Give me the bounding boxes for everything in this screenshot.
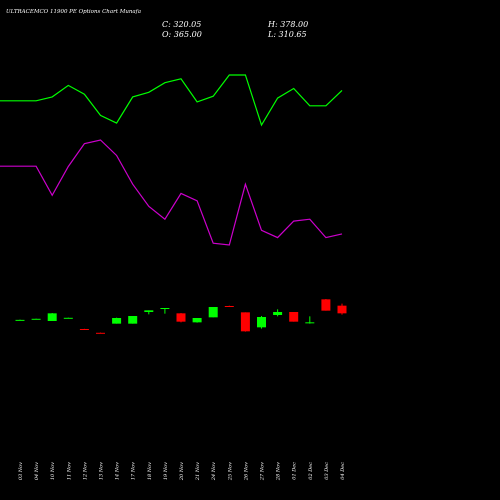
candle-17-nov (128, 316, 138, 324)
candle-11-nov (63, 317, 73, 319)
open-value: O: 365.00 (162, 30, 202, 39)
x-tick-label: 12 Nov (82, 462, 88, 480)
x-tick-label: 04 Dec (340, 462, 346, 480)
x-tick-label: 21 Nov (195, 462, 201, 481)
candle-20-nov (176, 313, 186, 323)
candle-10-nov (47, 313, 57, 321)
x-tick-label: 02 Dec (308, 462, 314, 480)
x-tick-label: 13 Nov (99, 462, 105, 480)
x-tick-label: 10 Nov (50, 462, 56, 480)
candle-body (176, 313, 186, 322)
indicator-line-2 (0, 139, 343, 246)
candle-19-nov (160, 308, 170, 314)
candle-body (112, 318, 122, 324)
candle-body (47, 313, 57, 321)
x-tick-label: 28 Nov (276, 462, 282, 481)
x-tick-label: 17 Nov (131, 462, 137, 480)
candle-02-dec (305, 316, 315, 324)
candle-01-dec (289, 312, 299, 322)
candle-28-nov (273, 309, 283, 317)
candle-body (289, 312, 299, 322)
x-tick-label: 27 Nov (260, 462, 266, 481)
candle-body (273, 312, 283, 315)
candle-13-nov (96, 332, 105, 334)
x-tick-label: 04 Nov (34, 462, 40, 480)
x-tick-label: 14 Nov (115, 462, 121, 480)
candle-body (96, 332, 105, 334)
indicator-layer (0, 74, 343, 246)
candle-03-dec (321, 299, 331, 311)
chart-title: ULTRACEMCO 11900 PE Options Chart Munafa (6, 9, 141, 15)
candle-body (192, 318, 202, 323)
x-tick-label: 11 Nov (66, 462, 72, 480)
candle-body (63, 317, 73, 319)
candle-25-nov (224, 305, 234, 307)
candle-26-nov (240, 312, 250, 332)
candle-04-dec (337, 303, 347, 315)
candle-body (305, 322, 315, 324)
candle-body (208, 307, 218, 318)
x-tick-label: 20 Nov (179, 462, 185, 481)
x-axis-labels: 03 Nov 04 Nov 10 Nov 11 Nov 12 Nov 13 Nov 14 N… (18, 462, 346, 481)
x-tick-label: 24 Nov (211, 462, 217, 481)
x-tick-label: 03 Nov (18, 462, 24, 480)
low-value: L: 310.65 (268, 30, 307, 39)
x-tick-label: 01 Dec (292, 462, 298, 480)
candle-03-nov (15, 319, 25, 321)
x-tick-label: 03 Dec (324, 462, 330, 480)
candle-21-nov (192, 318, 202, 323)
x-tick-label: 26 Nov (243, 462, 249, 481)
candle-18-nov (144, 310, 154, 315)
candle-body (240, 312, 250, 332)
candle-27-nov (257, 316, 266, 329)
close-value: C: 320.05 (162, 20, 202, 29)
x-tick-label: 19 Nov (163, 462, 169, 480)
candle-body (144, 310, 154, 312)
candles-layer (15, 299, 347, 334)
candle-14-nov (112, 317, 122, 324)
candle-24-nov (208, 307, 218, 318)
candle-body (31, 318, 41, 320)
candle-body (128, 316, 138, 324)
candle-body (224, 306, 234, 307)
candle-body (79, 329, 89, 330)
candle-body (15, 319, 25, 321)
candle-04-nov (31, 318, 41, 320)
candle-body (257, 317, 266, 328)
indicator-line-1 (0, 74, 343, 127)
x-tick-label: 25 Nov (227, 462, 233, 481)
candle-body (321, 299, 331, 311)
candle-body (337, 305, 347, 314)
x-tick-label: 18 Nov (147, 462, 153, 480)
candle-12-nov (79, 328, 89, 330)
candle-body (160, 308, 170, 309)
high-value: H: 378.00 (268, 20, 309, 29)
